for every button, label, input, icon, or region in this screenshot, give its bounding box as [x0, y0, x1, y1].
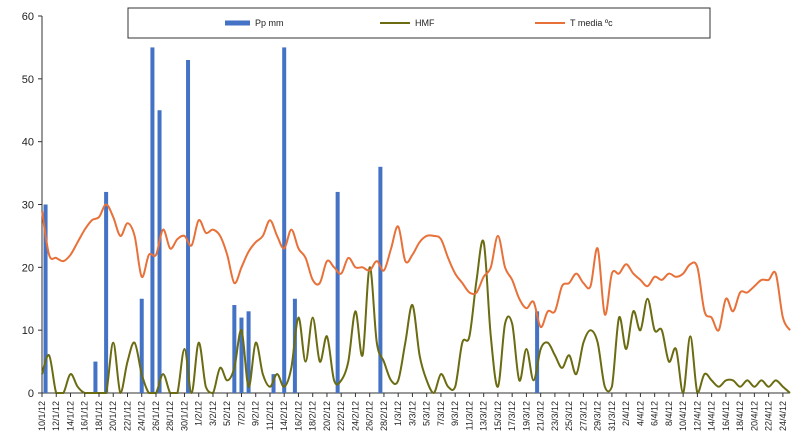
pp-bar [239, 317, 244, 393]
x-tick-label: 14/4/12 [707, 401, 717, 431]
x-tick-label: 16/1/12 [80, 401, 90, 431]
pp-bar [271, 374, 276, 393]
x-tick-label: 23/3/12 [550, 401, 560, 431]
pp-bar [335, 191, 340, 393]
pp-bar [157, 110, 162, 393]
x-tick-label: 21/3/12 [536, 401, 546, 431]
x-tick-label: 9/3/12 [450, 401, 460, 426]
x-tick-label: 5/3/12 [422, 401, 432, 426]
x-tick-label: 22/2/12 [336, 401, 346, 431]
x-tick-label: 10/1/12 [37, 401, 47, 431]
x-tick-label: 11/3/12 [464, 401, 474, 430]
x-tick-label: 20/1/12 [108, 401, 118, 431]
pp-bar [93, 361, 98, 393]
x-tick-label: 14/1/12 [65, 401, 75, 431]
x-tick-label: 3/2/12 [208, 401, 218, 426]
x-tick-label: 22/4/12 [764, 401, 774, 431]
legend-label-pp: Pp mm [255, 18, 284, 28]
x-tick-label: 24/2/12 [350, 401, 360, 431]
x-tick-label: 7/2/12 [236, 401, 246, 426]
x-tick-label: 16/4/12 [721, 401, 731, 431]
x-tick-label: 12/1/12 [51, 401, 61, 431]
x-tick-label: 1/2/12 [194, 401, 204, 426]
x-tick-label: 31/3/12 [607, 401, 617, 431]
x-tick-label: 22/1/12 [122, 401, 132, 431]
y-tick-label: 50 [22, 74, 34, 86]
pp-bar [43, 204, 48, 393]
x-tick-label: 28/1/12 [165, 401, 175, 431]
y-tick-label: 0 [28, 388, 34, 400]
hmf-line [41, 239, 791, 395]
pp-bar [139, 298, 144, 393]
legend-label-hmf: HMF [415, 18, 435, 28]
x-tick-label: 19/3/12 [521, 401, 531, 431]
pp-bar [282, 47, 287, 394]
pp-bar [378, 166, 383, 393]
pp-bar [535, 311, 540, 393]
x-tick-label: 14/2/12 [279, 401, 289, 431]
x-tick-label: 15/3/12 [493, 401, 503, 431]
x-tick-label: 20/2/12 [322, 401, 332, 431]
x-tick-label: 7/3/12 [436, 401, 446, 426]
x-tick-label: 27/3/12 [578, 401, 588, 431]
y-tick-label: 40 [22, 137, 34, 149]
pp-bar [150, 47, 155, 394]
x-tick-label: 2/4/12 [621, 401, 631, 426]
pp-bar [246, 311, 251, 393]
legend-label-tmedia: T media ºc [570, 18, 613, 28]
y-tick-label: 30 [22, 200, 34, 212]
x-tick-label: 18/1/12 [94, 401, 104, 431]
x-tick-label: 8/4/12 [664, 401, 674, 426]
x-tick-label: 24/4/12 [778, 401, 788, 431]
pp-bar [186, 59, 191, 393]
x-tick-label: 10/4/12 [678, 401, 688, 431]
series-lines [41, 203, 791, 395]
x-tick-labels: 10/1/12 12/1/12 14/1/12 16/1/12 18/1/12 20/1/… [37, 393, 788, 431]
x-tick-label: 12/4/12 [692, 401, 702, 431]
x-tick-label: 11/2/12 [265, 401, 275, 430]
bars-pp [43, 47, 540, 394]
x-tick-label: 9/2/12 [251, 401, 261, 426]
pp-bar [104, 191, 109, 393]
x-tick-label: 20/4/12 [749, 401, 759, 431]
x-tick-label: 29/3/12 [593, 401, 603, 431]
x-tick-label: 3/3/12 [407, 401, 417, 426]
x-tick-label: 28/2/12 [379, 401, 389, 431]
x-tick-label: 18/4/12 [735, 401, 745, 431]
y-tick-label: 10 [22, 325, 34, 337]
x-tick-label: 18/2/12 [308, 401, 318, 431]
y-tick-label: 20 [22, 262, 34, 274]
x-tick-label: 24/1/12 [137, 401, 147, 431]
pp-bar [232, 305, 237, 393]
y-tick-labels: 0 10 20 30 40 50 60 [22, 11, 42, 400]
x-tick-label: 6/4/12 [650, 401, 660, 426]
tmedia-line [41, 203, 791, 332]
x-tick-label: 17/3/12 [507, 401, 517, 431]
legend-box: Pp mm HMF T media ºc [127, 7, 711, 39]
x-tick-label: 16/2/12 [293, 401, 303, 431]
x-tick-label: 25/3/12 [564, 401, 574, 431]
y-tick-label: 60 [22, 11, 34, 23]
x-tick-label: 1/3/12 [393, 401, 403, 426]
x-tick-label: 26/1/12 [151, 401, 161, 431]
x-tick-label: 30/1/12 [179, 401, 189, 431]
x-tick-label: 4/4/12 [635, 401, 645, 426]
x-tick-label: 26/2/12 [365, 401, 375, 431]
x-tick-label: 13/3/12 [479, 401, 489, 431]
x-tick-label: 5/2/12 [222, 401, 232, 426]
